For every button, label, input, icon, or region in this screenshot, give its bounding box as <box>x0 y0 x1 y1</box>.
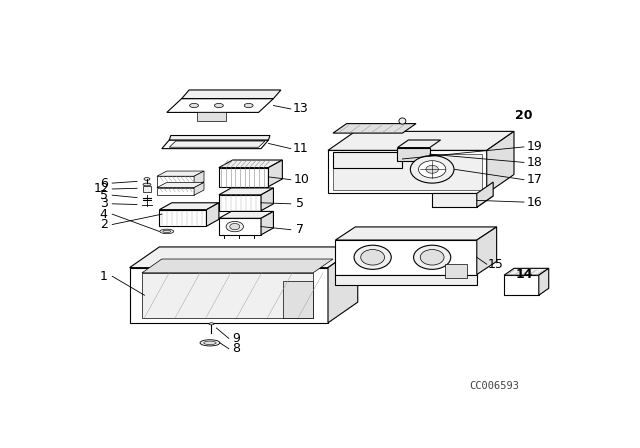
Polygon shape <box>504 268 548 275</box>
Ellipse shape <box>426 165 438 173</box>
Polygon shape <box>333 152 403 168</box>
Ellipse shape <box>361 250 385 265</box>
Polygon shape <box>219 168 269 186</box>
Ellipse shape <box>420 250 444 265</box>
Ellipse shape <box>230 224 240 230</box>
Text: 9: 9 <box>232 332 240 345</box>
Text: 5: 5 <box>100 189 108 202</box>
Text: 13: 13 <box>293 103 308 116</box>
Polygon shape <box>539 268 548 295</box>
Polygon shape <box>504 275 539 295</box>
Polygon shape <box>284 281 313 318</box>
Polygon shape <box>159 210 207 226</box>
Polygon shape <box>328 247 358 323</box>
Polygon shape <box>142 273 313 318</box>
Polygon shape <box>142 259 333 273</box>
Text: 12: 12 <box>94 182 109 195</box>
Text: CC006593: CC006593 <box>469 381 519 391</box>
Ellipse shape <box>143 183 151 186</box>
Polygon shape <box>397 140 440 147</box>
Polygon shape <box>129 247 358 267</box>
Polygon shape <box>477 227 497 275</box>
Text: 20: 20 <box>515 109 532 122</box>
Polygon shape <box>333 124 416 133</box>
Polygon shape <box>219 195 261 211</box>
Text: 2: 2 <box>100 218 108 231</box>
Text: 8: 8 <box>232 342 240 355</box>
Polygon shape <box>335 275 477 285</box>
Polygon shape <box>182 90 281 99</box>
Polygon shape <box>397 147 429 161</box>
Polygon shape <box>261 211 273 235</box>
Text: 19: 19 <box>527 140 542 153</box>
Text: 7: 7 <box>296 223 304 236</box>
Polygon shape <box>162 140 269 149</box>
Polygon shape <box>477 182 493 207</box>
Polygon shape <box>445 264 467 278</box>
Ellipse shape <box>189 103 198 108</box>
Polygon shape <box>219 160 282 168</box>
Text: 14: 14 <box>515 268 532 281</box>
Polygon shape <box>328 151 487 194</box>
Ellipse shape <box>204 341 216 345</box>
Text: 16: 16 <box>527 196 542 209</box>
Polygon shape <box>333 154 482 190</box>
Text: 15: 15 <box>488 258 504 271</box>
Text: 11: 11 <box>293 142 308 155</box>
Polygon shape <box>159 203 219 210</box>
Ellipse shape <box>354 245 391 269</box>
Polygon shape <box>143 185 151 192</box>
Ellipse shape <box>163 230 171 233</box>
Polygon shape <box>169 135 270 140</box>
Polygon shape <box>167 99 273 112</box>
Ellipse shape <box>160 229 173 234</box>
Ellipse shape <box>413 245 451 269</box>
Polygon shape <box>194 182 204 195</box>
Text: 17: 17 <box>526 173 542 186</box>
Polygon shape <box>157 182 204 188</box>
Text: 5: 5 <box>296 197 304 210</box>
Polygon shape <box>335 227 497 240</box>
Ellipse shape <box>399 118 406 124</box>
Polygon shape <box>219 218 261 235</box>
Ellipse shape <box>200 340 220 346</box>
Ellipse shape <box>410 155 454 183</box>
Ellipse shape <box>144 177 150 181</box>
Polygon shape <box>487 131 514 194</box>
Text: 4: 4 <box>100 208 108 221</box>
Polygon shape <box>269 160 282 186</box>
Polygon shape <box>157 188 194 195</box>
Polygon shape <box>169 141 265 147</box>
Polygon shape <box>157 171 204 176</box>
Text: 3: 3 <box>100 197 108 210</box>
Polygon shape <box>207 203 219 226</box>
Polygon shape <box>219 188 273 195</box>
Ellipse shape <box>209 323 214 325</box>
Polygon shape <box>219 211 273 218</box>
Text: 1: 1 <box>100 270 108 283</box>
Polygon shape <box>157 176 194 186</box>
Polygon shape <box>261 188 273 211</box>
Polygon shape <box>432 194 477 207</box>
Polygon shape <box>194 171 204 186</box>
Polygon shape <box>196 112 227 121</box>
Text: 6: 6 <box>100 177 108 190</box>
Ellipse shape <box>419 161 446 178</box>
Polygon shape <box>328 131 514 151</box>
Ellipse shape <box>244 103 253 108</box>
Text: 18: 18 <box>526 156 542 169</box>
Polygon shape <box>335 240 477 275</box>
Ellipse shape <box>214 103 223 108</box>
Ellipse shape <box>226 221 243 232</box>
Text: 10: 10 <box>294 173 310 186</box>
Polygon shape <box>432 196 493 207</box>
Polygon shape <box>129 267 328 323</box>
